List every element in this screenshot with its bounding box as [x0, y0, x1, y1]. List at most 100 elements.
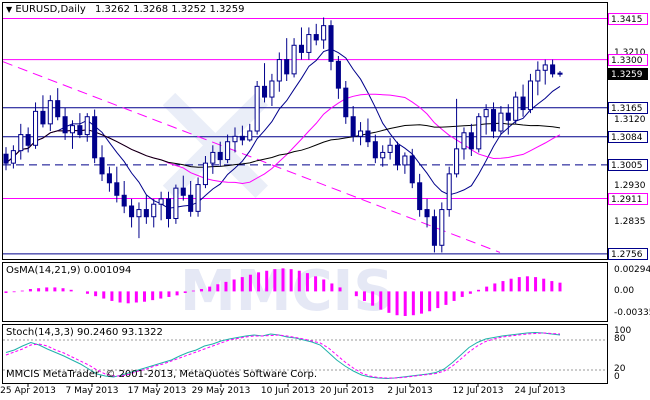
stoch-axis-label: 100 [614, 326, 632, 336]
candle-body [77, 125, 83, 136]
time-axis-label: 2 Jul 2013 [387, 386, 433, 396]
copyright-text: MMCIS MetaTrader, © 2001-2013, MetaQuote… [6, 369, 318, 380]
candle-body [424, 209, 430, 218]
candle-body [18, 134, 24, 152]
ohlc-values: 1.3262 1.3268 1.3252 1.3259 [94, 4, 245, 15]
price-level-tag: 1.3084 [608, 130, 648, 143]
candle-body [409, 155, 415, 184]
candle-body [431, 216, 437, 246]
dropdown-arrow-icon[interactable]: ▼ [6, 5, 13, 14]
stoch-title: Stoch(14,3,3) 90.2460 93.1322 [6, 327, 163, 338]
symbol-label: EURUSD,Daily [15, 4, 86, 15]
candle-body [365, 130, 371, 143]
stoch-axis-label: 20 [614, 364, 626, 374]
stoch-axis: 100 80 20 0 [608, 324, 650, 384]
candle-body [99, 157, 105, 175]
candle-body [173, 187, 179, 219]
candle-body [165, 198, 172, 220]
candle-body [3, 153, 9, 164]
stoch-axis-label: 80 [614, 334, 626, 344]
candle-body [195, 184, 201, 212]
candle-body [180, 187, 186, 196]
osma-axis-label: -0.00335 [614, 308, 650, 318]
price-level-tag: 1.3415 [608, 12, 648, 25]
candle-body [476, 116, 482, 150]
price-axis-label: 1.2930 [614, 181, 646, 191]
time-axis-label: 17 May 2013 [127, 386, 187, 396]
candle-body [254, 85, 260, 132]
time-axis-label: 7 May 2013 [65, 386, 119, 396]
osma-axis-label: 0.002946 [614, 265, 650, 275]
candle-body [461, 132, 467, 150]
candle-body [210, 151, 216, 164]
candle-body [291, 44, 297, 75]
price-level-tag: 1.2911 [608, 192, 648, 205]
time-axis-label: 20 Jun 2013 [319, 386, 375, 396]
candle-body [513, 96, 519, 121]
candle-body [92, 116, 98, 159]
candle-body [62, 116, 68, 134]
candle-body [188, 194, 194, 212]
candle-body [535, 69, 541, 82]
candle-body [527, 80, 533, 111]
moving-average-line [5, 48, 561, 209]
time-axis-label: 29 May 2013 [191, 386, 251, 396]
candle-body [298, 44, 304, 53]
stoch-d-line [5, 332, 561, 379]
price-axis-label: 1.3120 [614, 115, 646, 125]
osma-title: OsMA(14,21,9) 0.001094 [6, 265, 132, 276]
candle-body [498, 112, 504, 132]
candle-body [276, 59, 282, 82]
osma-axis-label: 0.00 [614, 286, 635, 296]
candle-body [557, 72, 563, 75]
candle-body [306, 34, 312, 53]
candle-body [69, 125, 76, 134]
candle-body [542, 64, 548, 71]
price-level-tag: 1.3259 [608, 68, 648, 81]
candle-body [84, 116, 90, 136]
candle-body [25, 134, 31, 146]
candle-body [121, 194, 127, 207]
chart-header: ▼ EURUSD,Daily 1.3262 1.3268 1.3252 1.32… [6, 4, 244, 15]
stoch-panel[interactable] [2, 324, 608, 384]
candle-body [402, 155, 408, 166]
candle-body [490, 109, 497, 132]
candle-body [328, 25, 334, 62]
candle-body [520, 96, 526, 111]
time-axis-label: 12 Jul 2013 [452, 386, 504, 396]
candle-body [269, 80, 275, 98]
candle-body [47, 100, 53, 125]
price-axis: 1.3210 1.3120 1.2930 1.2835 [608, 0, 650, 262]
candle-body [40, 110, 46, 125]
candle-body [262, 85, 268, 98]
candle-body [380, 151, 386, 159]
candle-body [439, 209, 445, 246]
price-chart-panel[interactable] [2, 2, 608, 260]
candle-body [394, 144, 401, 166]
candle-body [387, 144, 393, 153]
price-level-tag: 1.3005 [608, 158, 648, 171]
price-level-tag: 1.2756 [608, 247, 648, 260]
time-axis-label: 25 Apr 2013 [0, 386, 56, 396]
candle-body [158, 198, 164, 205]
price-level-tag: 1.3300 [608, 53, 648, 66]
candle-body [417, 182, 423, 211]
moving-average-line [5, 122, 561, 168]
price-axis-label: 1.3210 [614, 48, 646, 58]
time-axis-label: 24 Jul 2013 [514, 386, 566, 396]
candle-body [55, 100, 61, 118]
candle-body [321, 25, 327, 41]
candle-body [446, 173, 452, 211]
candle-body [483, 109, 489, 118]
candle-body [239, 135, 245, 141]
candle-body [343, 87, 349, 118]
candle-body [136, 209, 142, 218]
candle-body [217, 151, 223, 161]
stoch-axis-label: 0 [614, 372, 620, 382]
candle-body [358, 130, 364, 137]
candle-body [33, 110, 39, 146]
candle-body [247, 130, 253, 141]
trendline [2, 61, 501, 253]
osma-axis: 0.002946 0.00 -0.00335 [608, 262, 650, 322]
